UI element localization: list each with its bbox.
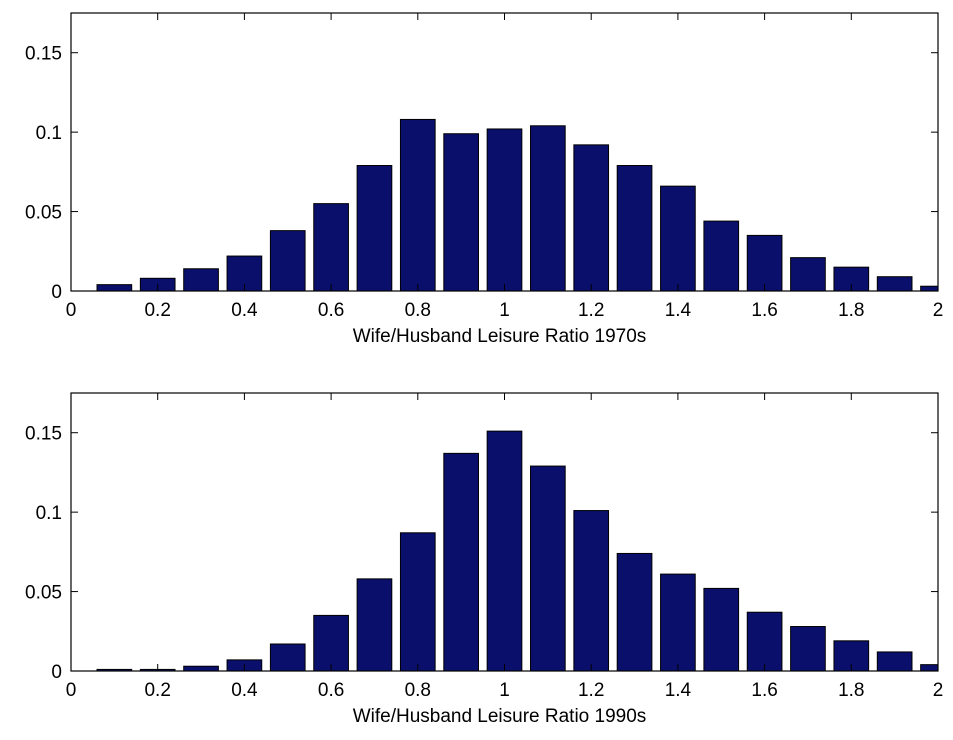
bar-17 [790, 257, 826, 291]
bar-11 [530, 125, 566, 291]
bar-3 [183, 665, 219, 671]
x-tick-label: 0.4 [231, 300, 258, 321]
bar-17 [790, 626, 826, 671]
x-tick-label: 1.4 [665, 300, 692, 321]
bar-1 [96, 668, 133, 671]
bars [96, 430, 938, 671]
x-tick-label: 0 [66, 300, 77, 321]
x-tick-label: 0 [66, 680, 77, 701]
bar-12 [573, 144, 610, 291]
bar-7 [356, 165, 393, 291]
bar-14 [660, 573, 696, 671]
x-tick-label: 2 [933, 680, 944, 701]
chart-panel-2: 0 0.2 0.4 0.6 0.8 1 1.2 1.4 1.6 1.8 2 0 0.05 0.1 0.15 W… [25, 392, 944, 727]
bars [96, 118, 938, 291]
bar-3 [183, 268, 219, 291]
bar-8 [399, 118, 436, 291]
y-tick-label: 0.05 [25, 583, 62, 604]
x-tick-label: 0.6 [318, 300, 344, 321]
bar-15 [703, 587, 740, 671]
bar-1 [96, 284, 133, 291]
bar-13 [616, 552, 653, 671]
x-tick-label: 1.6 [751, 680, 777, 701]
y-tick-label: 0.1 [36, 123, 62, 144]
x-tick-label: 2 [933, 300, 944, 321]
bar-10 [486, 430, 523, 671]
bar-20 [920, 664, 938, 671]
x-tick-label: 0.6 [318, 680, 344, 701]
chart-panel-1: 0 0.2 0.4 0.6 0.8 1 1.2 1.4 1.6 1.8 2 0 0.05 0.1 0.15 W… [25, 12, 944, 347]
x-tick-label: 1.2 [578, 300, 604, 321]
x-tick-label: 0.2 [144, 680, 170, 701]
x-axis-label: Wife/Husband Leisure Ratio 1970s [353, 326, 647, 347]
bar-13 [616, 165, 653, 291]
bar-6 [313, 614, 349, 671]
bar-9 [443, 133, 479, 291]
bar-16 [746, 611, 783, 671]
x-tick-label: 0.8 [405, 680, 431, 701]
bar-14 [660, 185, 696, 291]
y-tick-label: 0.15 [25, 424, 62, 445]
bar-15 [703, 220, 740, 291]
bar-6 [313, 203, 349, 291]
y-tick-label: 0.05 [25, 203, 62, 224]
bar-20 [920, 285, 938, 291]
x-tick-label: 1.8 [838, 300, 864, 321]
y-tick-label: 0.1 [36, 503, 62, 524]
x-tick-label: 1 [499, 300, 510, 321]
x-tick-label: 1.8 [838, 680, 864, 701]
bar-9 [443, 452, 479, 671]
y-tick-label: 0 [51, 662, 62, 683]
x-tick-label: 0.8 [405, 300, 431, 321]
x-tick-label: 1.6 [751, 300, 777, 321]
bar-5 [269, 230, 306, 291]
x-tick-label: 1.4 [665, 680, 692, 701]
bar-11 [530, 465, 566, 671]
bar-7 [356, 578, 393, 671]
bar-19 [876, 276, 913, 291]
bar-19 [876, 651, 913, 671]
bar-8 [399, 532, 436, 671]
x-tick-label: 1.2 [578, 680, 604, 701]
y-tick-label: 0.15 [25, 44, 62, 65]
bar-16 [746, 234, 783, 291]
bar-5 [269, 643, 306, 671]
x-axis-label: Wife/Husband Leisure Ratio 1990s [353, 706, 647, 727]
x-tick-label: 0.4 [231, 680, 258, 701]
x-tick-label: 1 [499, 680, 510, 701]
y-tick-label: 0 [51, 282, 62, 303]
x-tick-label: 0.2 [144, 300, 170, 321]
bar-10 [486, 128, 523, 291]
bar-12 [573, 510, 610, 671]
